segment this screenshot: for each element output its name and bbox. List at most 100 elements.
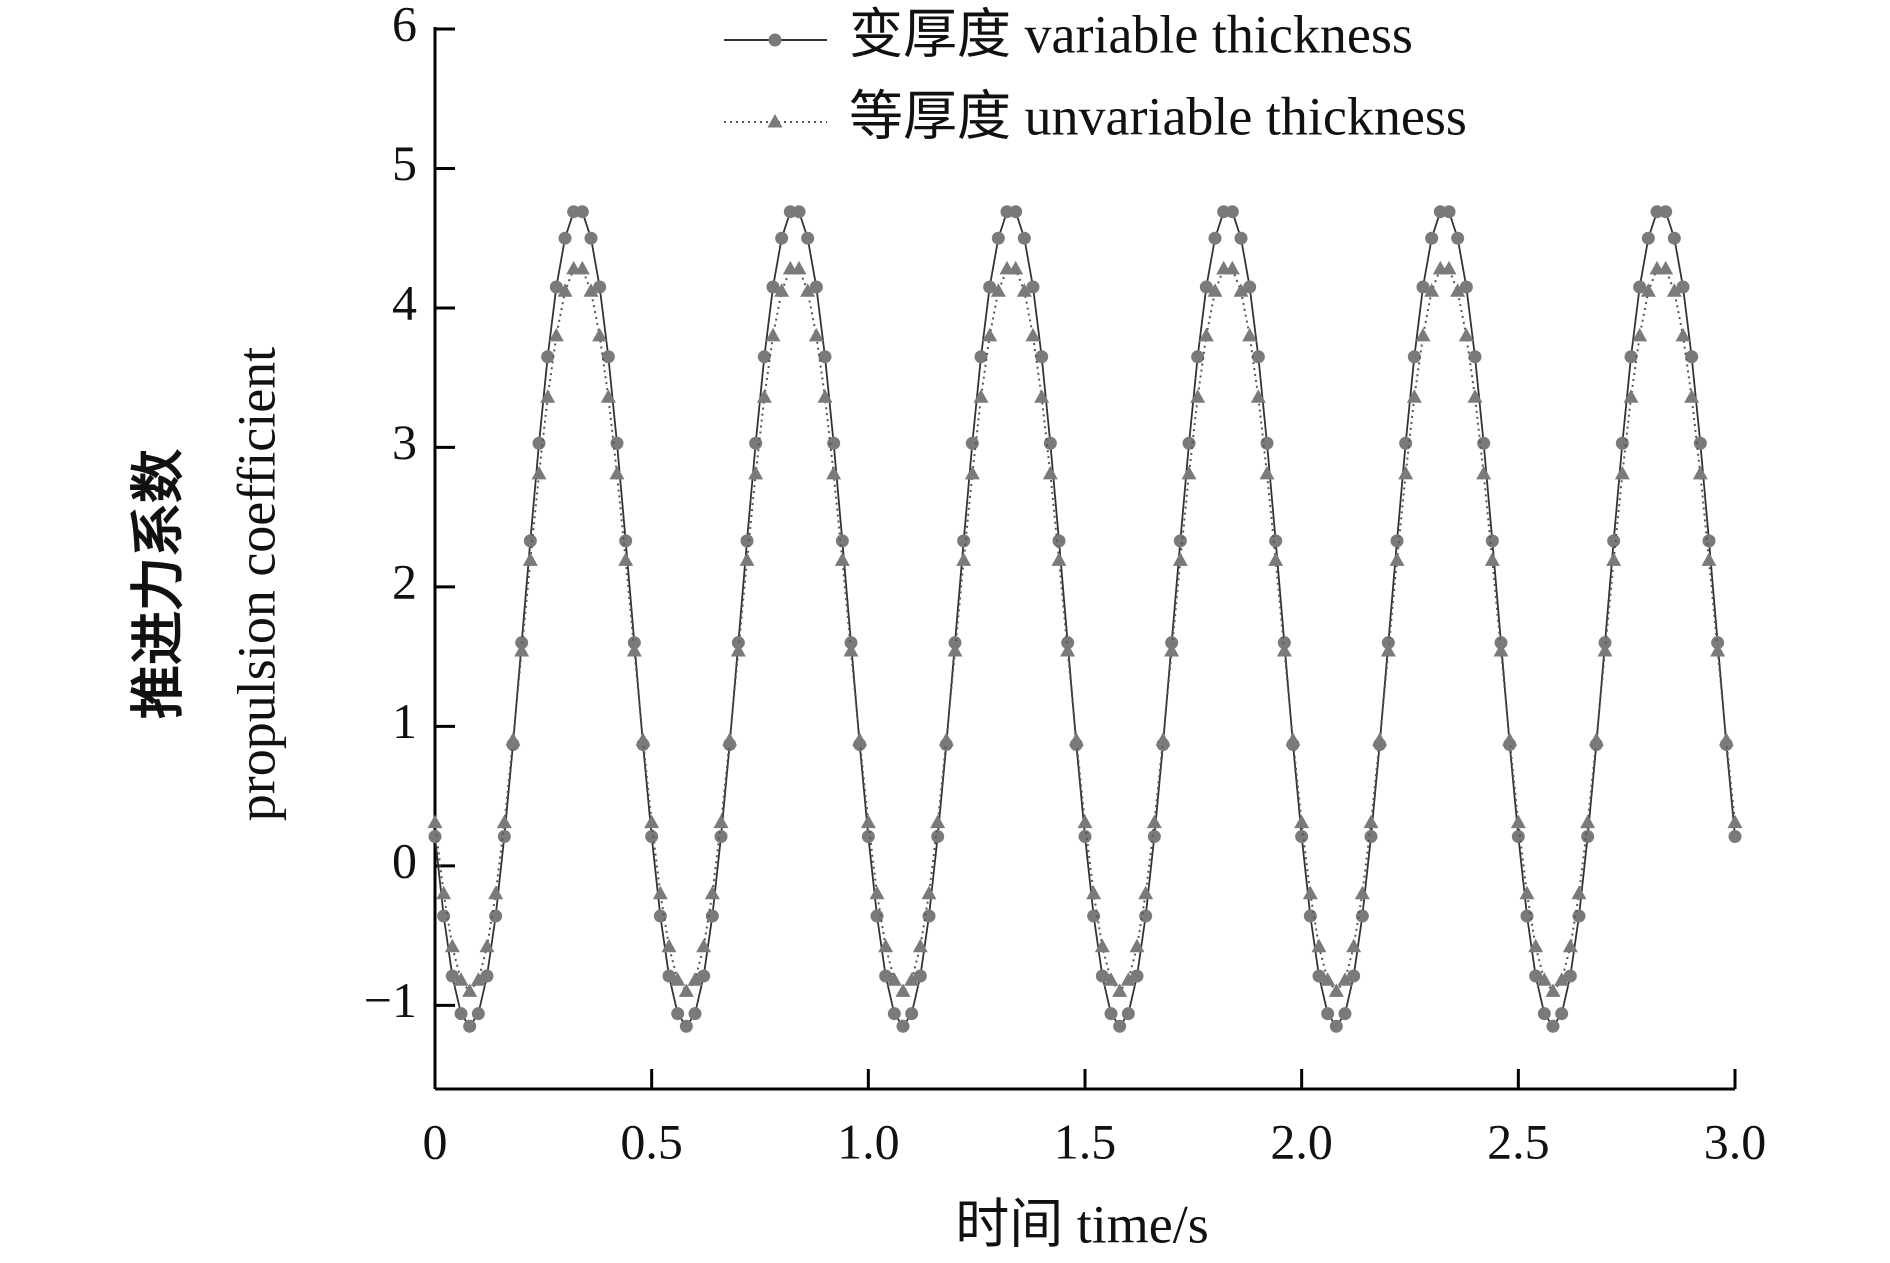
x-tick-label: 2.0 (1270, 1113, 1333, 1169)
marker (1624, 350, 1638, 364)
marker (600, 389, 616, 403)
y-axis-label: propulsion coefficient (226, 347, 286, 821)
marker (905, 1007, 919, 1021)
marker (1441, 260, 1457, 275)
marker (1017, 231, 1031, 245)
marker (1597, 643, 1613, 657)
marker (1251, 350, 1265, 364)
marker (878, 938, 894, 953)
marker (1676, 280, 1690, 294)
marker (756, 389, 772, 403)
marker (1555, 1007, 1569, 1021)
marker (1104, 1007, 1118, 1021)
y-tick-label: 3 (392, 414, 417, 470)
marker (1234, 231, 1248, 245)
marker (1060, 643, 1076, 657)
marker (1165, 636, 1179, 650)
marker (479, 938, 495, 953)
marker (1528, 938, 1544, 953)
marker (1078, 830, 1092, 844)
marker (921, 885, 937, 900)
marker (496, 814, 512, 829)
marker (817, 389, 833, 403)
marker (983, 280, 997, 294)
marker (964, 465, 980, 480)
marker (697, 969, 711, 983)
x-tick-label: 0 (423, 1113, 448, 1169)
y-tick-label: 1 (392, 693, 417, 749)
marker (1182, 436, 1196, 450)
marker (1164, 643, 1180, 657)
marker (1476, 465, 1492, 480)
marker (575, 205, 589, 219)
marker (904, 972, 920, 986)
marker (834, 552, 850, 566)
marker (1320, 972, 1336, 986)
marker (1016, 283, 1032, 297)
marker (1364, 830, 1378, 844)
y-tick-label: 5 (392, 135, 417, 191)
marker (532, 436, 546, 450)
marker (973, 389, 989, 403)
y-axis-label: 推进力系数 (128, 449, 188, 719)
marker (1398, 465, 1414, 480)
legend-label: 变厚度 variable thickness (849, 4, 1413, 64)
marker (1606, 552, 1622, 566)
marker (687, 972, 703, 986)
marker (1250, 389, 1266, 403)
marker (1242, 327, 1258, 342)
marker (1640, 283, 1656, 297)
marker (1321, 1007, 1335, 1021)
marker (749, 436, 763, 450)
marker (523, 534, 537, 548)
marker (1659, 205, 1673, 219)
marker (1711, 636, 1725, 650)
marker (1042, 465, 1058, 480)
marker (860, 814, 876, 829)
marker (583, 283, 599, 297)
marker (1406, 389, 1422, 403)
marker (1034, 389, 1050, 403)
marker (1450, 283, 1466, 297)
marker (1269, 534, 1283, 548)
marker (1155, 732, 1171, 746)
marker (808, 327, 824, 342)
marker (870, 909, 884, 923)
marker (1329, 1019, 1343, 1033)
marker (861, 830, 875, 844)
y-tick-label: −1 (364, 972, 417, 1028)
marker (1451, 231, 1465, 245)
marker (713, 814, 729, 829)
marker (480, 969, 494, 983)
marker (912, 938, 928, 953)
legend-marker (767, 114, 783, 128)
y-tick-label: 0 (392, 832, 417, 888)
marker (1372, 732, 1388, 746)
marker (775, 231, 789, 245)
marker (1684, 389, 1700, 403)
marker (471, 1007, 485, 1021)
marker (1536, 972, 1552, 986)
y-tick-label: 4 (392, 274, 417, 330)
marker (593, 280, 607, 294)
marker (818, 350, 832, 364)
marker (644, 814, 660, 829)
marker (1260, 436, 1274, 450)
marker (454, 1007, 468, 1021)
marker (1208, 231, 1222, 245)
marker (1103, 972, 1119, 986)
marker (1702, 534, 1716, 548)
marker (1633, 280, 1647, 294)
marker (705, 909, 719, 923)
marker (574, 260, 590, 275)
marker (722, 732, 738, 746)
marker (1224, 260, 1240, 275)
marker (463, 1019, 477, 1033)
marker (1468, 350, 1482, 364)
marker (1295, 830, 1309, 844)
marker (1268, 552, 1284, 566)
marker (1442, 205, 1456, 219)
marker (1095, 969, 1109, 983)
marker (1146, 814, 1162, 829)
marker (1572, 909, 1586, 923)
